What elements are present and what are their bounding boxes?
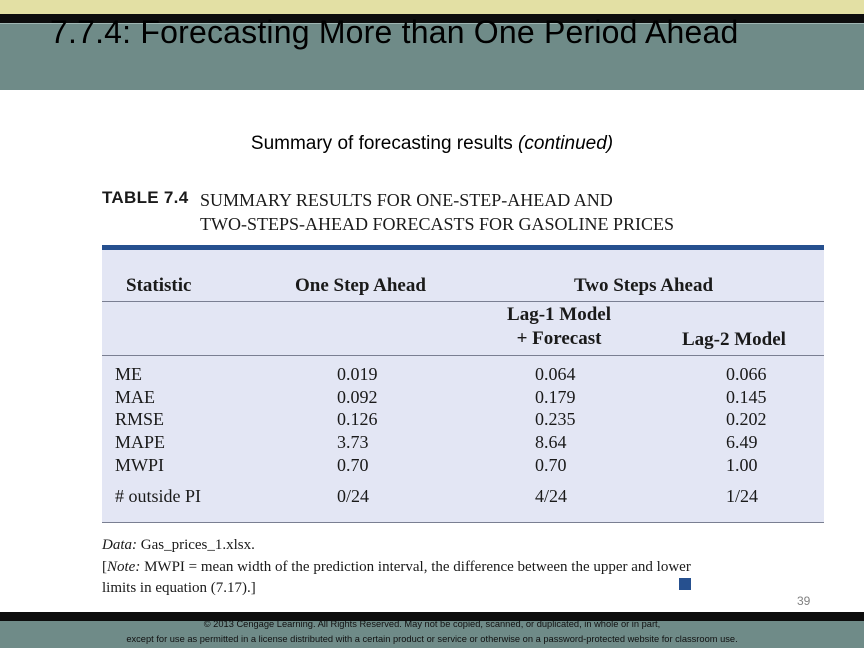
row-me-lag2: 0.066 — [726, 364, 767, 384]
end-of-table-marker — [679, 578, 691, 590]
row-me-lag1: 0.064 — [535, 364, 576, 384]
row-outside-pi-lag1: 4/24 — [535, 486, 568, 506]
row-mwpi-one: 0.70 — [337, 455, 369, 475]
row-mae-one: 0.092 — [337, 387, 378, 407]
row-mape-lag1: 8.64 — [535, 432, 567, 452]
header-two-steps-ahead: Two Steps Ahead — [574, 275, 714, 296]
row-mape-stat: MAPE — [115, 432, 166, 452]
header-rule — [102, 301, 824, 302]
footer-band — [0, 621, 864, 648]
table-title-line-2: TWO-STEPS-AHEAD FORECASTS FOR GASOLINE P… — [200, 214, 675, 234]
table-title: SUMMARY RESULTS FOR ONE-STEP-AHEAD AND T… — [200, 188, 674, 236]
row-rmse-lag1: 0.235 — [535, 409, 576, 429]
slide-title: 7.7.4: Forecasting More than One Period … — [50, 14, 739, 50]
row-rmse-stat: RMSE — [115, 409, 165, 429]
bottom-bar — [0, 612, 864, 621]
top-stripe — [0, 0, 864, 14]
row-me-stat: ME — [115, 364, 142, 384]
row-mae-lag1: 0.179 — [535, 387, 576, 407]
copyright-line-2: except for use as permitted in a license… — [126, 634, 738, 644]
table-bottom-rule — [102, 522, 824, 523]
header-lag1-model: Lag-1 Model + Forecast — [507, 304, 611, 349]
slide-subtitle: Summary of forecasting results (continue… — [0, 133, 864, 155]
row-mape-one: 3.73 — [337, 432, 369, 452]
row-mwpi-stat: MWPI — [115, 455, 164, 475]
header-lag2-model: Lag-2 Model — [682, 329, 786, 350]
row-mwpi-lag2: 1.00 — [726, 455, 758, 475]
results-table: Statistic One Step Ahead Two Steps Ahead… — [102, 245, 824, 523]
table-note: [Note: MWPI = mean width of the predicti… — [102, 559, 691, 596]
header-one-step-ahead: One Step Ahead — [295, 275, 426, 296]
row-mae-stat: MAE — [115, 387, 155, 407]
row-mape-lag2: 6.49 — [726, 432, 758, 452]
row-outside-pi-lag2: 1/24 — [726, 486, 759, 506]
row-mwpi-lag1: 0.70 — [535, 455, 567, 475]
subheader-rule — [102, 355, 824, 356]
row-rmse-one: 0.126 — [337, 409, 378, 429]
row-outside-pi-stat: # outside PI — [115, 486, 202, 506]
subtitle-text: Summary of forecasting results — [250, 133, 519, 154]
page-number: 39 — [797, 594, 811, 608]
title-bar — [0, 14, 864, 90]
row-rmse-lag2: 0.202 — [726, 409, 767, 429]
row-me-one: 0.019 — [337, 364, 378, 384]
table-number: TABLE 7.4 — [102, 188, 189, 207]
header-statistic: Statistic — [126, 275, 192, 296]
row-outside-pi-one: 0/24 — [337, 486, 370, 506]
table-title-line-1: SUMMARY RESULTS FOR ONE-STEP-AHEAD AND — [200, 190, 613, 210]
copyright-line-1: © 2013 Cengage Learning. All Rights Rese… — [203, 619, 661, 629]
subtitle-continued: (continued) — [518, 133, 614, 154]
data-source-note: Data: Gas_prices_1.xlsx. — [102, 537, 255, 553]
row-mae-lag2: 0.145 — [726, 387, 767, 407]
title-band — [0, 23, 864, 90]
